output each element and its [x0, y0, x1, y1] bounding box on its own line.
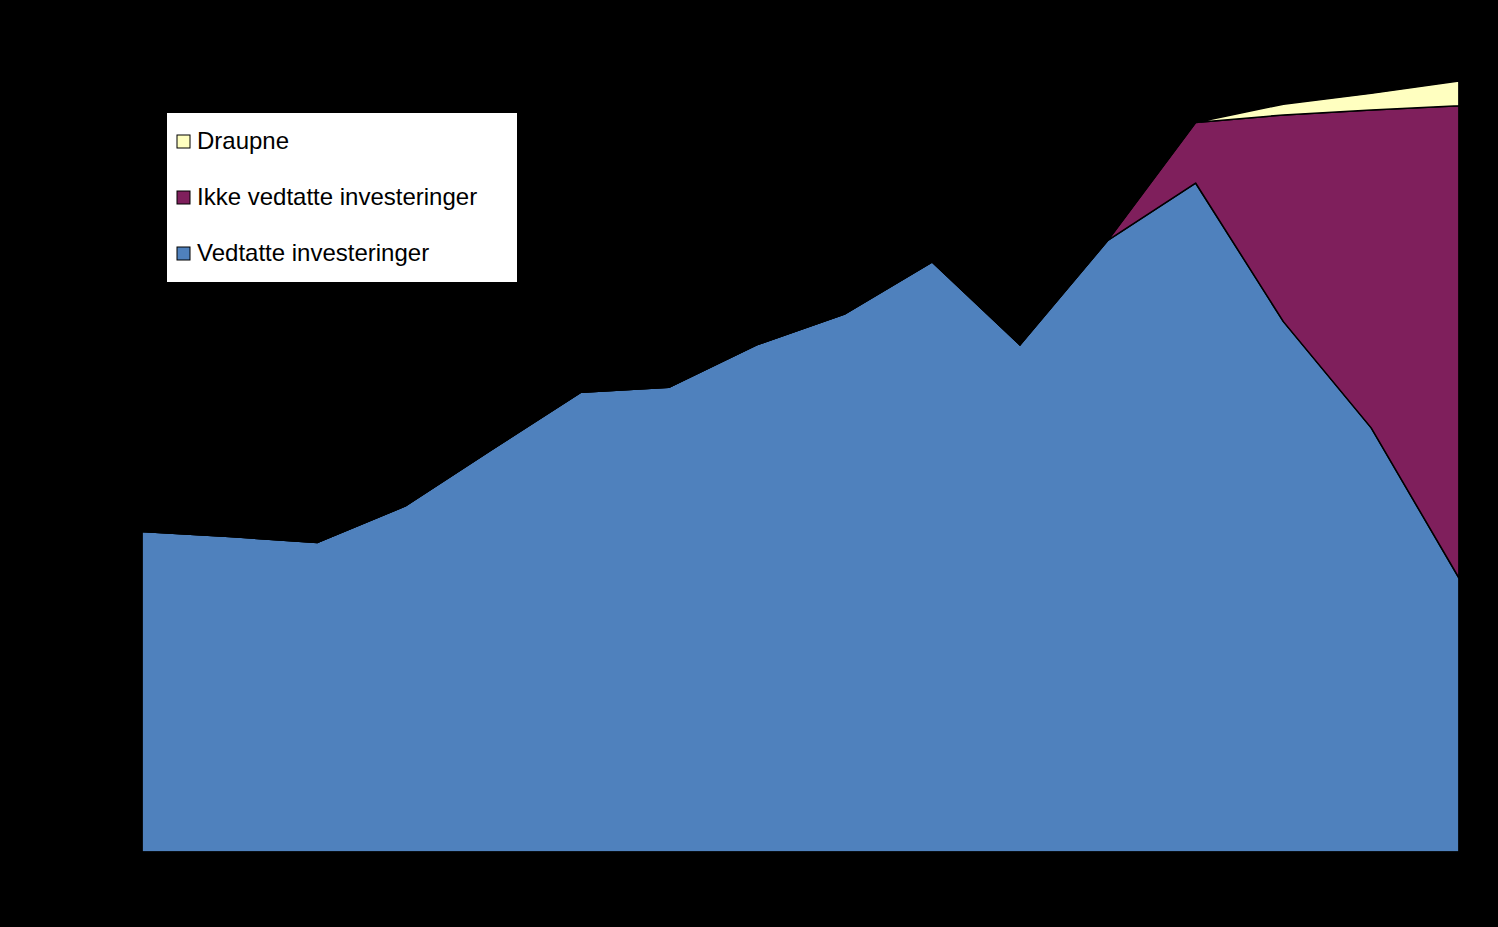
legend-swatch — [177, 135, 190, 148]
legend-label: Ikke vedtatte investeringer — [197, 183, 477, 210]
legend: Draupne Ikke vedtatte investeringer Vedtat… — [167, 113, 517, 282]
y-tick — [136, 188, 142, 189]
background — [0, 0, 1498, 927]
plot-area — [142, 81, 1459, 852]
y-tick — [136, 686, 142, 687]
y-tick — [136, 520, 142, 521]
legend-swatch — [177, 191, 190, 204]
legend-box — [167, 113, 517, 282]
area-1 — [142, 106, 1459, 578]
legend-swatch — [177, 247, 190, 260]
y-tick — [136, 22, 142, 23]
chart: Draupne Ikke vedtatte investeringer Vedtat… — [0, 0, 1498, 927]
plot-frame — [142, 22, 1459, 852]
y-tick — [136, 354, 142, 355]
y-tick — [136, 852, 142, 853]
legend-label: Vedtatte investeringer — [197, 239, 429, 266]
legend-label: Draupne — [197, 127, 289, 154]
area-2 — [142, 81, 1459, 542]
